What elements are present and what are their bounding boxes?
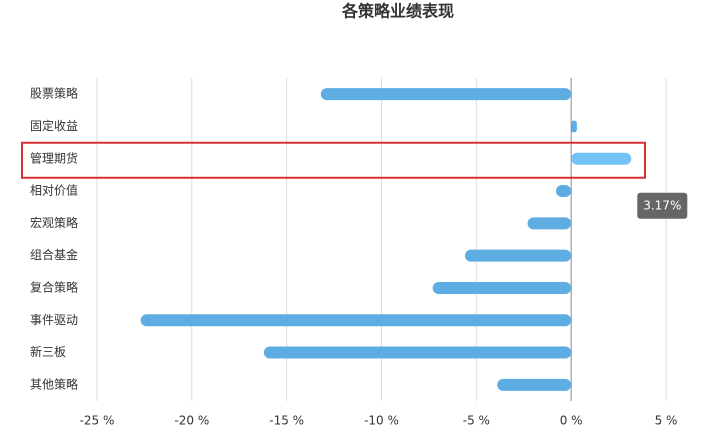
x-tick-label: -10 % <box>364 414 399 428</box>
bar <box>263 346 572 359</box>
bar <box>571 152 632 165</box>
x-tick-label: -15 % <box>269 414 304 428</box>
x-tick-label: 5 % <box>655 414 678 428</box>
y-tick-label: 组合基金 <box>30 247 78 262</box>
chart-title: 各策略业绩表现 <box>341 2 454 21</box>
y-tick-label: 相对价值 <box>30 183 78 198</box>
y-tick-label: 其他策略 <box>30 376 78 391</box>
x-tick-label: -25 % <box>80 414 115 428</box>
y-tick-label: 固定收益 <box>30 118 78 133</box>
y-tick-label: 管理期货 <box>30 150 78 165</box>
y-tick-label: 宏观策略 <box>30 215 78 230</box>
bar <box>555 185 572 198</box>
bar <box>464 249 572 262</box>
y-tick-label: 股票策略 <box>30 86 78 101</box>
y-tick-label: 复合策略 <box>30 279 78 294</box>
x-tick-label: -5 % <box>463 414 490 428</box>
highlight-box <box>21 141 646 179</box>
y-tick-label: 新三板 <box>30 344 66 359</box>
bar <box>571 120 577 133</box>
tooltip <box>637 192 688 219</box>
bar <box>527 217 572 230</box>
bar <box>497 378 572 391</box>
x-tick-label: -20 % <box>174 414 209 428</box>
x-tick-label: 0 % <box>560 414 583 428</box>
bar <box>320 88 572 101</box>
tooltip-label: 3.17% <box>643 198 681 212</box>
bar <box>140 314 572 327</box>
bar <box>432 281 572 294</box>
y-tick-label: 事件驱动 <box>30 313 78 327</box>
